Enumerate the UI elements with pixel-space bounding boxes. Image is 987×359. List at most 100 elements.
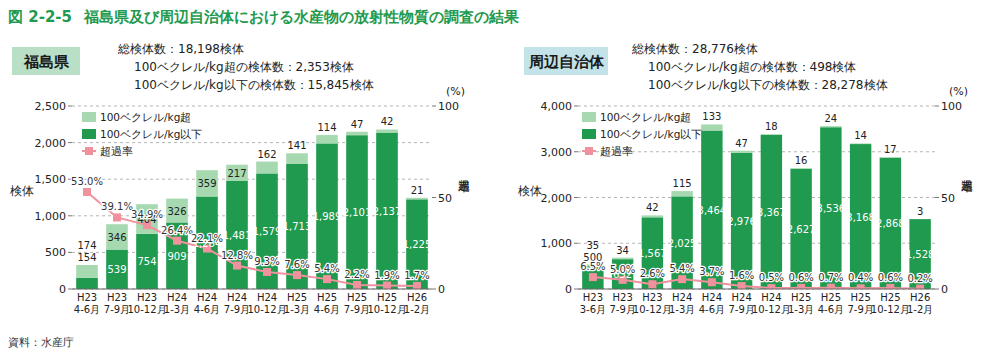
x-tick-label-line: H23 <box>642 292 662 303</box>
bar <box>76 265 98 278</box>
x-tick-label-line: H24 <box>167 292 187 303</box>
x-tick-label-line: H25 <box>287 292 307 303</box>
bar-label: 24 <box>825 113 838 124</box>
grid-line <box>72 106 432 107</box>
y2-axis-label: 超過率 <box>961 180 973 193</box>
x-tick-label: H244-6月 <box>194 292 220 315</box>
x-tick-label-line: H24 <box>227 292 247 303</box>
y2-tick-label: 50 <box>438 192 452 205</box>
grid-line <box>578 289 935 290</box>
legend-swatch <box>582 129 596 139</box>
y-tick <box>574 151 578 152</box>
annotation: 100ベクレル/kg超の検体数：2,353検体 <box>134 60 354 74</box>
bar-label: 754 <box>137 256 156 267</box>
x-tick-label-line: 4-6月 <box>314 304 340 315</box>
bar <box>820 126 841 127</box>
line-label: 7.6% <box>284 259 309 270</box>
bar <box>256 162 278 174</box>
line-marker <box>173 237 181 245</box>
bar <box>346 132 368 135</box>
bar <box>316 135 338 143</box>
bar <box>701 124 722 130</box>
line-label: 22.1% <box>191 233 223 244</box>
line-marker <box>708 278 716 286</box>
bar-label: 1,579 <box>253 226 282 237</box>
x-tick-label-line: H24 <box>702 292 722 303</box>
bar-label: 909 <box>167 251 186 262</box>
x-tick-label-line: 3-6月 <box>580 304 606 315</box>
line-label: 0.5% <box>759 272 784 283</box>
x-tick-label-line: H24 <box>197 292 217 303</box>
bar-label: 47 <box>735 138 748 149</box>
y-tick-label: 0 <box>59 283 66 296</box>
x-tick-label-line: 1-2月 <box>907 304 933 315</box>
annotation: 100ベクレル/kg以下の検体数：15,845検体 <box>134 78 374 92</box>
y2-tick <box>935 197 939 198</box>
x-tick-label-line: H26 <box>407 292 427 303</box>
bar-label: 3,367 <box>757 207 786 218</box>
y2-tick-label: 100 <box>438 100 459 113</box>
x-tick-label-line: 10-12月 <box>633 304 672 315</box>
line-marker <box>233 262 241 270</box>
bar-label: 3,464 <box>698 205 727 216</box>
line-marker <box>886 284 894 289</box>
bar-label: 2,627 <box>787 224 816 235</box>
y-tick-label: 4,000 <box>541 100 573 113</box>
y-tick-label: 1,000 <box>541 237 573 250</box>
chart: 福島県総検体数：18,198検体100ベクレル/kg超の検体数：2,353検体1… <box>10 42 470 315</box>
y-tick-label: 1,500 <box>35 173 67 186</box>
x-tick-label-line: 10-12月 <box>247 304 286 315</box>
legend-label: 超過率 <box>600 145 633 157</box>
x-tick-label-line: 4-6月 <box>818 304 844 315</box>
bar <box>790 168 811 170</box>
bar <box>286 153 308 163</box>
x-tick-label: H234-6月 <box>74 292 100 315</box>
legend-label: 100ベクレル/kg以下 <box>100 128 202 140</box>
bar-label: 359 <box>197 178 216 189</box>
bar <box>136 234 158 289</box>
x-tick-label-line: H25 <box>317 292 337 303</box>
x-tick-label-line: H24 <box>257 292 277 303</box>
x-tick-label-line: H25 <box>347 292 367 303</box>
x-tick-label: H241-3月 <box>164 292 190 315</box>
x-tick-label-line: H24 <box>761 292 781 303</box>
bar-label: 34 <box>616 245 629 256</box>
y-tick-label: 0 <box>565 283 572 296</box>
x-tick-label-line: H23 <box>583 292 603 303</box>
y-tick-label: 1,000 <box>35 210 67 223</box>
line-label: 1.9% <box>374 270 399 281</box>
x-tick-label: H237-9月 <box>104 292 130 315</box>
legend-swatch <box>82 129 96 139</box>
bar-label: 42 <box>646 202 659 213</box>
bar-label: 3,168 <box>846 212 875 223</box>
bar-label: 17 <box>884 144 897 155</box>
bar-label: 539 <box>107 264 126 275</box>
line-marker <box>589 273 597 281</box>
x-tick-label: H2310-12月 <box>127 292 166 315</box>
y-axis-label: 検体 <box>10 184 34 198</box>
bar-label: 1,989 <box>313 211 342 222</box>
plot-area <box>76 129 428 289</box>
x-tick-label: H237-9月 <box>609 292 635 315</box>
line-marker <box>323 275 331 283</box>
x-tick-label-line: 1-3月 <box>284 304 310 315</box>
x-tick-label: H244-6月 <box>699 292 725 315</box>
bar-label: 141 <box>287 140 306 151</box>
y-axis-label: 検体 <box>518 184 542 198</box>
bar-label: 18 <box>765 121 778 132</box>
line-label: 5.4% <box>314 263 339 274</box>
x-tick-label-line: H23 <box>107 292 127 303</box>
y-tick <box>68 289 72 290</box>
data-labels: 1541745393467544049093261,2643591,481217… <box>71 116 431 280</box>
bar <box>909 218 930 219</box>
line-label: 26.4% <box>161 225 193 236</box>
x-tick-label-line: 10-12月 <box>127 304 166 315</box>
line-marker <box>827 284 835 289</box>
line-label: 34.9% <box>131 209 163 220</box>
x-tick-label-line: H25 <box>791 292 811 303</box>
annotation: 100ベクレル/kg以下の検体数：28,278検体 <box>648 78 888 92</box>
plot-area <box>582 124 931 289</box>
bar-label: 35 <box>587 240 600 251</box>
bar <box>166 199 188 223</box>
line-label: 12.8% <box>221 250 253 261</box>
